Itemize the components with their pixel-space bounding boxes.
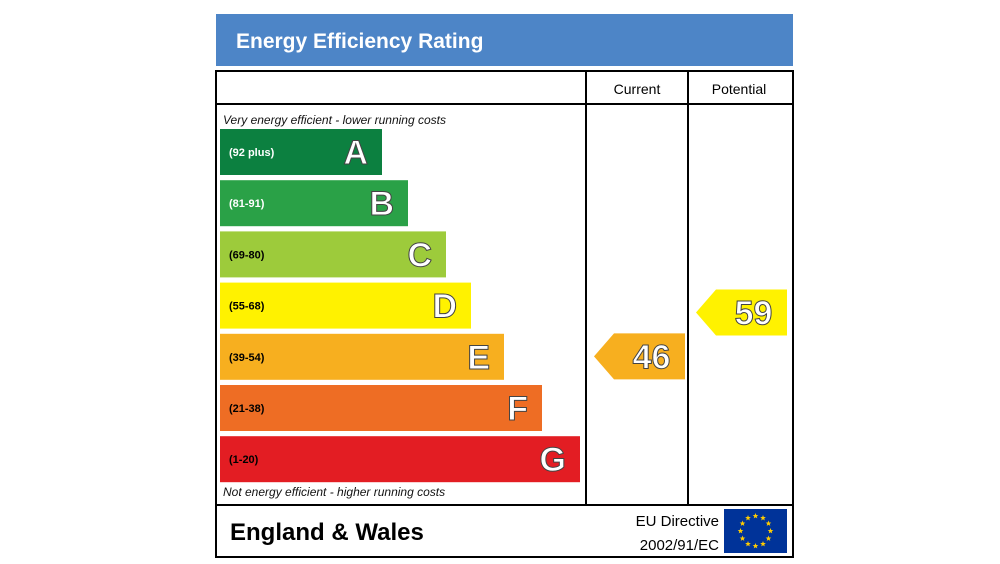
band-d: [220, 282, 471, 329]
band-g: [220, 436, 580, 483]
band-letter-f: F: [507, 390, 528, 428]
band-letter-a: A: [343, 134, 368, 172]
eu-star: [765, 535, 772, 541]
potential-rating-arrow: [696, 289, 787, 336]
band-letter-b: B: [369, 185, 394, 223]
band-c: [220, 231, 446, 278]
band-range-b: (81-91): [229, 198, 265, 210]
band-range-d: (55-68): [229, 301, 265, 313]
eu-flag-icon: [724, 509, 787, 553]
rating-bands: (92 plus) A (81-91) B (69-80) C (55-68) D (39-54…: [220, 129, 580, 483]
rating-arrows: 46 59: [594, 289, 787, 380]
eu-star: [765, 520, 772, 526]
band-letter-g: G: [540, 441, 566, 479]
eu-star: [760, 515, 766, 521]
band-letter-e: E: [467, 339, 490, 377]
bottom-note: Not energy efficient - higher running co…: [223, 485, 445, 499]
band-f: [220, 385, 542, 431]
potential-rating-value: 59: [735, 294, 773, 332]
directive-line-1: EU Directive: [636, 513, 719, 530]
column-header-potential: Potential: [712, 81, 766, 97]
top-note: Very energy efficient - lower running co…: [223, 113, 446, 127]
band-letter-c: C: [407, 236, 432, 274]
band-range-c: (69-80): [229, 249, 265, 261]
eu-star: [752, 543, 759, 549]
band-range-g: (1-20): [229, 454, 259, 466]
band-range-a: (92 plus): [229, 147, 275, 159]
column-header-current: Current: [614, 81, 661, 97]
eu-star: [737, 528, 744, 534]
band-b: [220, 180, 408, 227]
directive-line-2: 2002/91/EC: [640, 537, 719, 554]
chart-title: Energy Efficiency Rating: [236, 30, 483, 53]
current-rating-value: 46: [633, 338, 671, 376]
eu-star: [745, 515, 751, 521]
frame: [215, 70, 794, 558]
eu-star: [739, 520, 746, 526]
band-range-f: (21-38): [229, 403, 265, 415]
current-rating-arrow: [594, 333, 685, 380]
band-e: [220, 333, 504, 380]
eu-star: [739, 535, 746, 541]
band-range-e: (39-54): [229, 352, 265, 364]
band-a: [220, 129, 382, 175]
eu-star: [745, 540, 751, 547]
region-label: England & Wales: [230, 519, 424, 546]
eu-star: [752, 513, 759, 519]
eu-star: [760, 540, 766, 547]
band-letter-d: D: [432, 288, 457, 326]
title-bar: [216, 14, 793, 66]
eu-star: [767, 528, 774, 534]
